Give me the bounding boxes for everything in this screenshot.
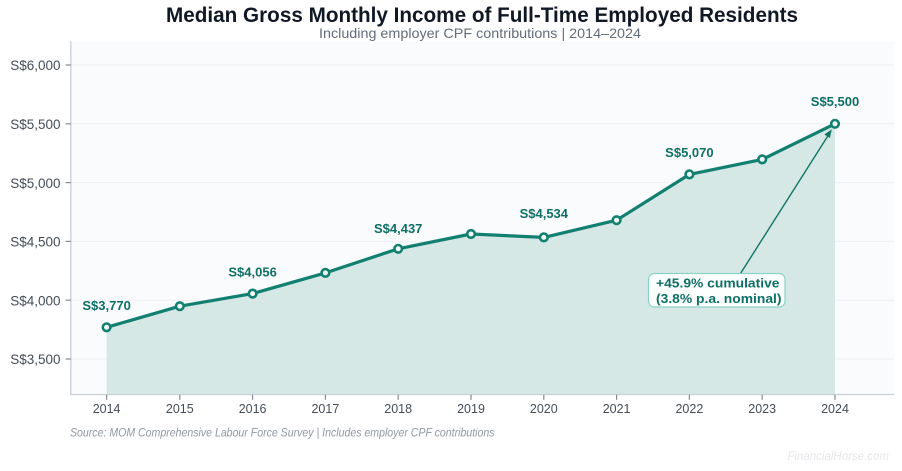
svg-text:S$4,437: S$4,437: [374, 221, 422, 236]
svg-text:S$4,534: S$4,534: [520, 206, 569, 221]
svg-text:2016: 2016: [239, 402, 267, 416]
svg-text:S$5,070: S$5,070: [665, 145, 713, 160]
svg-text:S$4,000: S$4,000: [10, 293, 60, 308]
svg-text:Including employer CPF contrib: Including employer CPF contributions | 2…: [319, 25, 641, 41]
svg-text:S$4,056: S$4,056: [228, 265, 276, 280]
svg-text:(3.8% p.a. nominal): (3.8% p.a. nominal): [656, 292, 782, 306]
svg-text:S$5,500: S$5,500: [10, 117, 60, 132]
svg-text:2017: 2017: [311, 402, 339, 416]
svg-text:S$3,770: S$3,770: [82, 298, 130, 313]
svg-text:S$5,500: S$5,500: [811, 94, 859, 109]
svg-text:S$3,500: S$3,500: [10, 352, 60, 367]
svg-text:2021: 2021: [603, 402, 631, 416]
svg-text:2018: 2018: [384, 402, 412, 416]
svg-text:2022: 2022: [675, 402, 703, 416]
svg-text:2014: 2014: [93, 402, 121, 416]
svg-text:Median Gross Monthly Income of: Median Gross Monthly Income of Full-Time…: [166, 4, 798, 27]
svg-text:FinancialHorse.com: FinancialHorse.com: [787, 451, 889, 463]
svg-text:+45.9% cumulative: +45.9% cumulative: [656, 277, 780, 291]
svg-text:S$5,000: S$5,000: [10, 176, 60, 191]
svg-text:2015: 2015: [166, 402, 194, 416]
svg-text:S$4,500: S$4,500: [10, 235, 60, 250]
svg-text:2023: 2023: [748, 402, 776, 416]
svg-text:2024: 2024: [821, 402, 849, 416]
svg-text:Source: MOM Comprehensive Labo: Source: MOM Comprehensive Labour Force S…: [70, 426, 495, 440]
svg-text:S$6,000: S$6,000: [10, 58, 60, 73]
svg-text:2019: 2019: [457, 402, 485, 416]
svg-text:2020: 2020: [530, 402, 558, 416]
